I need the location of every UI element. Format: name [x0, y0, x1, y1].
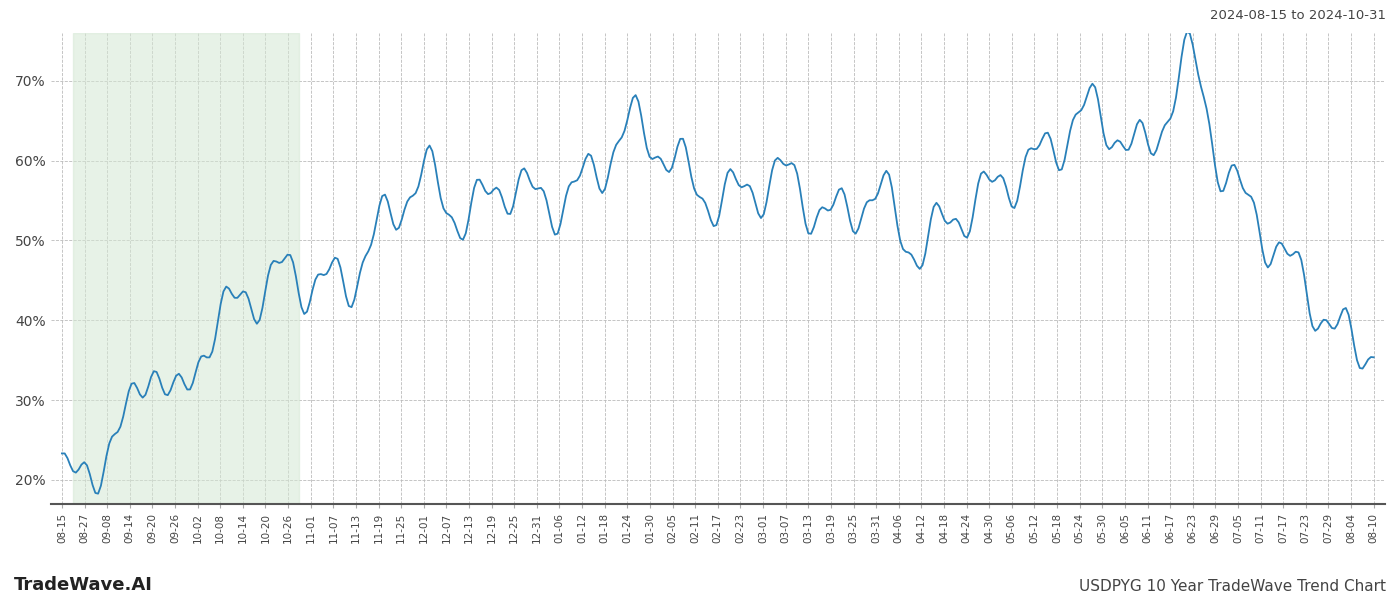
Text: TradeWave.AI: TradeWave.AI — [14, 576, 153, 594]
Bar — [73, 33, 300, 504]
Text: USDPYG 10 Year TradeWave Trend Chart: USDPYG 10 Year TradeWave Trend Chart — [1079, 579, 1386, 594]
Text: 2024-08-15 to 2024-10-31: 2024-08-15 to 2024-10-31 — [1210, 9, 1386, 22]
